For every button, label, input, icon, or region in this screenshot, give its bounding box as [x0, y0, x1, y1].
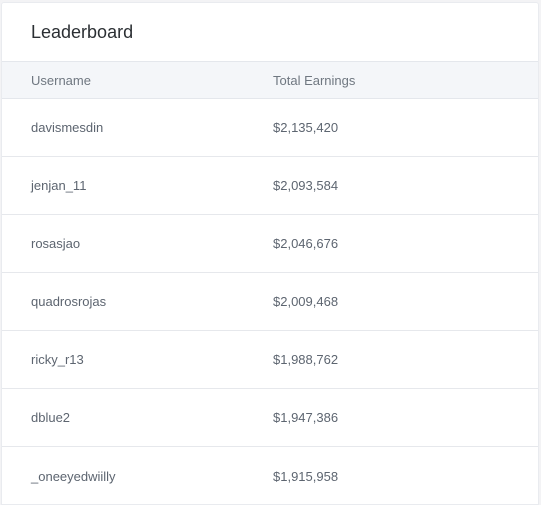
earnings-cell: $2,009,468 — [273, 294, 339, 309]
username-cell: davismesdin — [31, 120, 104, 135]
column-header-username[interactable]: Username — [31, 72, 91, 88]
table-row: jenjan_11 $2,093,584 — [2, 157, 538, 215]
earnings-cell: $2,135,420 — [273, 120, 339, 135]
username-cell: ricky_r13 — [31, 352, 84, 367]
username-cell: quadrosrojas — [31, 294, 107, 309]
earnings-cell: $1,947,386 — [273, 410, 339, 425]
earnings-cell: $1,915,958 — [273, 468, 339, 484]
leaderboard-title: Leaderboard — [31, 22, 134, 42]
earnings-cell: $2,093,584 — [273, 178, 339, 193]
username-cell: jenjan_11 — [31, 178, 87, 193]
table-row: ricky_r13 $1,988,762 — [2, 331, 538, 389]
leaderboard-table: Username Total Earnings davismesdin $2,1… — [2, 61, 538, 504]
username-cell: _oneeyedwiilly — [31, 468, 116, 484]
table-row: davismesdin $2,135,420 — [2, 99, 538, 157]
table-header: Username Total Earnings — [2, 61, 538, 99]
table-row: dblue2 $1,947,386 — [2, 389, 538, 447]
username-cell: dblue2 — [31, 410, 71, 425]
table-row: quadrosrojas $2,009,468 — [2, 273, 538, 331]
table-row: _oneeyedwiilly $1,915,958 — [2, 447, 538, 504]
earnings-cell: $2,046,676 — [273, 236, 339, 251]
earnings-cell: $1,988,762 — [273, 352, 339, 367]
table-row: rosasjao $2,046,676 — [2, 215, 538, 273]
column-header-total-earnings[interactable]: Total Earnings — [273, 72, 356, 88]
username-cell: rosasjao — [31, 236, 81, 251]
